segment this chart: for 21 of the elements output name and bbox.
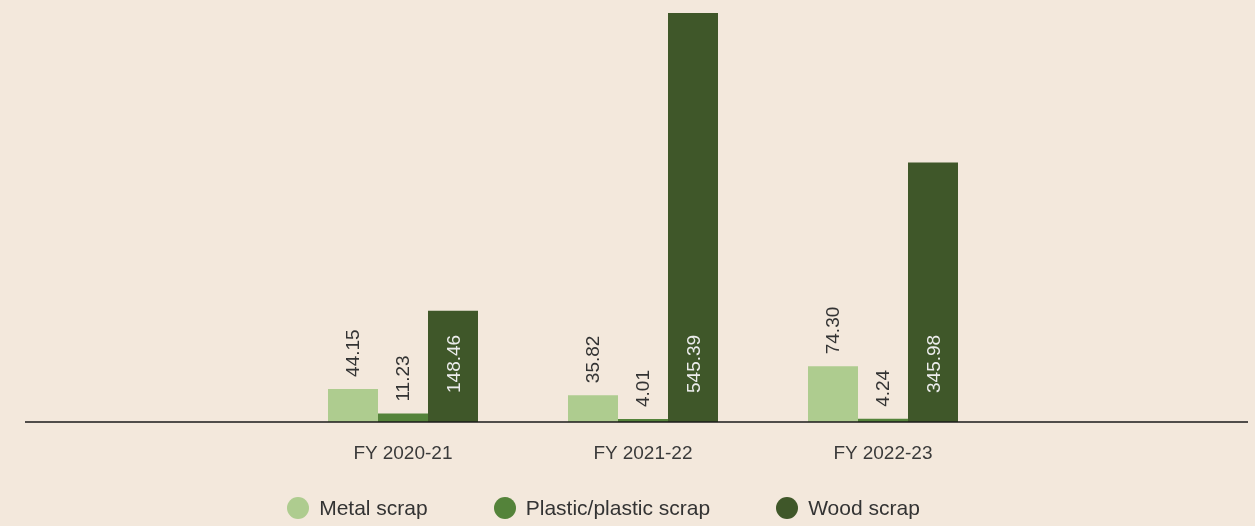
legend-label: Plastic/plastic scrap xyxy=(525,496,711,520)
data-label: 345.98 xyxy=(922,334,944,393)
data-label: 44.15 xyxy=(342,329,364,377)
data-label: 148.46 xyxy=(442,334,464,393)
bar xyxy=(428,310,478,422)
legend-label: Wood scrap xyxy=(808,496,920,520)
bar xyxy=(328,388,378,422)
data-label: 545.39 xyxy=(682,334,704,393)
data-label: 4.24 xyxy=(872,369,894,407)
x-tick-label: FY 2021-22 xyxy=(593,441,693,463)
x-tick-label: FY 2020-21 xyxy=(353,441,453,463)
x-tick-label: FY 2022-23 xyxy=(833,441,933,463)
data-label: 35.82 xyxy=(582,335,604,384)
data-label: 11.23 xyxy=(392,355,414,402)
data-label: 4.01 xyxy=(632,370,654,407)
bar xyxy=(668,13,718,422)
bar xyxy=(568,395,618,422)
bar xyxy=(808,366,858,422)
bar xyxy=(908,162,958,422)
legend-label: Metal scrap xyxy=(319,496,428,520)
data-label: 74.30 xyxy=(822,306,844,355)
